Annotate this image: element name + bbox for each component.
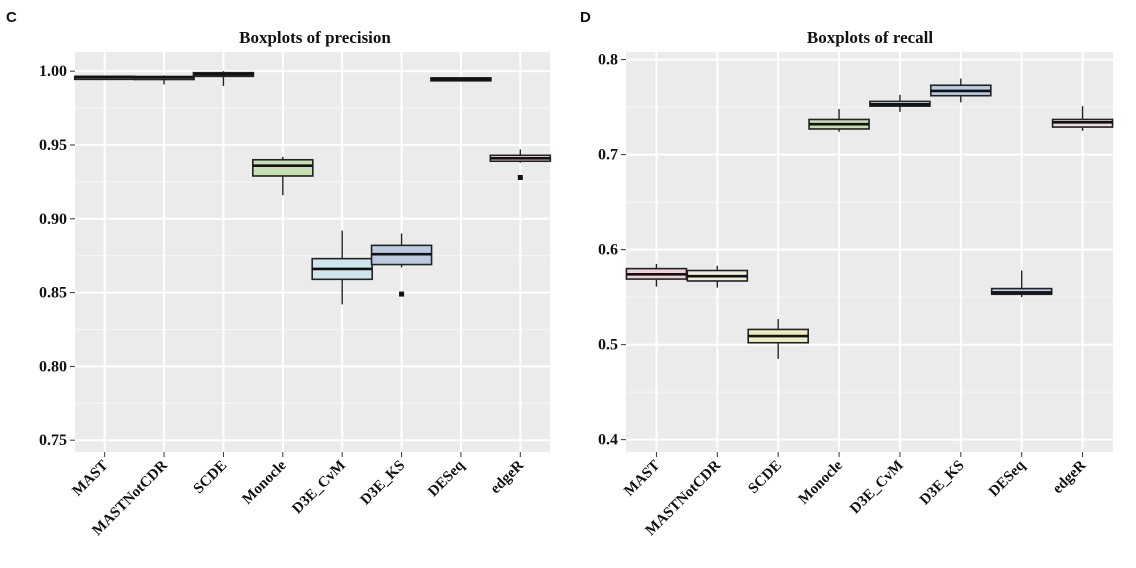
box-mast (73, 75, 136, 81)
x-tick-label: D3E_CvM (289, 458, 349, 518)
x-tick-label: D3E_KS (917, 458, 968, 509)
box-edger (1051, 106, 1114, 131)
x-tick-label: SCDE (745, 458, 785, 498)
y-tick-label: 1.00 (39, 63, 67, 80)
y-tick-label: 0.90 (39, 211, 67, 228)
y-tick-label: 0.95 (39, 137, 67, 154)
box-monocle (252, 156, 314, 196)
y-tick-label: 0.8 (598, 52, 618, 69)
y-tick-label: 0.5 (598, 337, 618, 354)
box-mastnotcdr (133, 75, 195, 85)
chart-title: Boxplots of recall (807, 28, 934, 47)
box-mast (625, 263, 688, 287)
x-tick-label: MAST (70, 458, 112, 500)
panel-letter: C (6, 9, 17, 26)
box-d3e_ks (930, 78, 992, 103)
panel-letter: D (580, 9, 591, 26)
box-scde (747, 318, 809, 359)
box-deseq (430, 77, 492, 82)
y-tick-label: 0.4 (598, 432, 618, 449)
outlier-point (399, 291, 405, 297)
y-tick-label: 0.85 (39, 285, 67, 302)
x-tick-label: Monocle (796, 457, 846, 507)
box-edger (489, 149, 552, 180)
x-tick-label: D3E_CvM (847, 458, 907, 518)
box-iqr (252, 158, 314, 177)
box-scde (192, 71, 255, 86)
box-d3e_cvm (869, 94, 931, 112)
y-tick-label: 0.6 (598, 242, 618, 259)
precision-panel: C Boxplots of precision 0.75 0.80 0.85 0.90 0.… (6, 9, 552, 539)
box-mastnotcdr (686, 265, 749, 288)
box-d3e_cvm (311, 230, 373, 305)
x-tick-label: edgeR (488, 457, 528, 497)
x-tick-label: SCDE (191, 458, 231, 498)
plot-background (75, 52, 550, 452)
box-monocle (808, 109, 870, 132)
outlier-point (517, 174, 523, 180)
x-tick-label: DESeq (425, 457, 468, 500)
x-tick-label: MAST (621, 458, 663, 500)
box-deseq (990, 270, 1053, 298)
x-tick-label: DESeq (986, 457, 1029, 500)
box-d3e_ks (370, 233, 433, 297)
y-tick-label: 0.7 (598, 147, 618, 164)
chart-title: Boxplots of precision (239, 28, 391, 47)
y-tick-label: 0.80 (39, 358, 67, 375)
x-tick-label: D3E_KS (358, 458, 409, 509)
y-tick-label: 0.75 (39, 432, 67, 449)
x-tick-label: edgeR (1050, 457, 1090, 497)
x-tick-label: Monocle (239, 457, 289, 507)
